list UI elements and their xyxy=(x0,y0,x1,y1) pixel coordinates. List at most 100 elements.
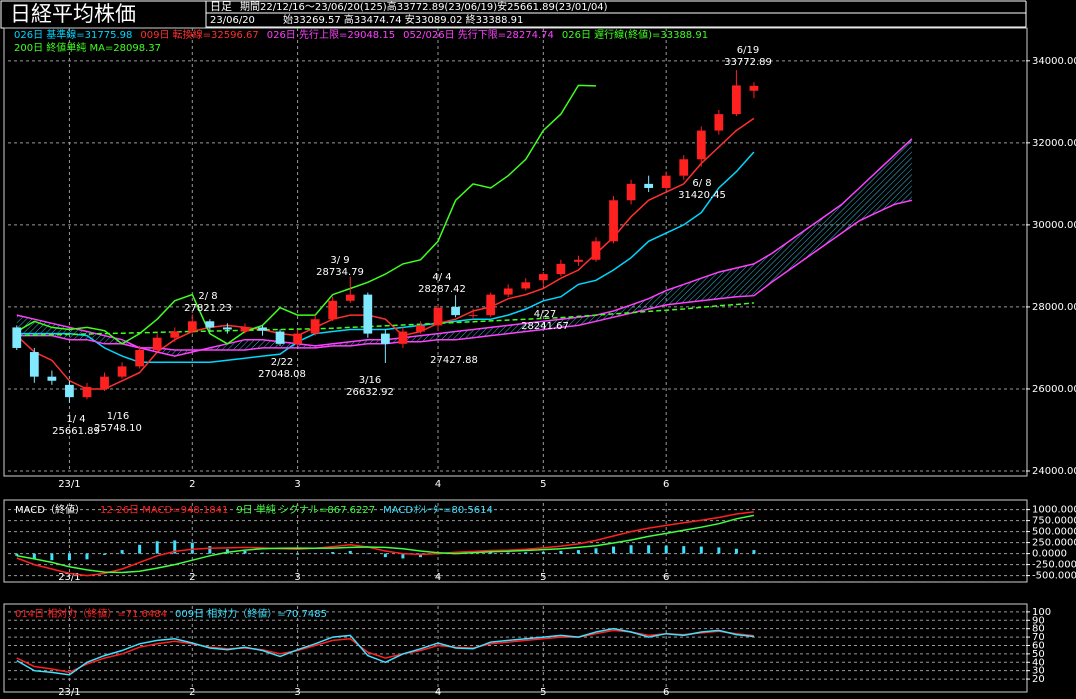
x-tick-label: 23/1 xyxy=(58,479,80,490)
x-tick-label: 3 xyxy=(294,687,300,698)
oscillator-bar xyxy=(103,553,107,555)
candle-body xyxy=(468,315,478,317)
annotation-price: 27821.23 xyxy=(184,303,232,314)
oscillator-bar xyxy=(50,553,54,561)
oscillator-bar xyxy=(524,552,528,554)
oscillator-bar xyxy=(576,550,580,554)
oscillator-bar xyxy=(383,553,387,558)
annotation-price: 31420.45 xyxy=(678,190,726,201)
oscillator-bar xyxy=(331,552,335,554)
oscillator-bar xyxy=(225,549,229,554)
indicator-line xyxy=(16,138,913,357)
y-tick-label: 500.0000 xyxy=(1032,527,1076,538)
oscillator-bar xyxy=(138,544,142,554)
oscillator-bar xyxy=(278,553,282,555)
x-tick-label: 5 xyxy=(540,687,546,698)
x-tick-label: 5 xyxy=(540,479,546,490)
annotation-date: 6/ 8 xyxy=(692,178,711,189)
oscillator-bar xyxy=(418,553,422,558)
oscillator-bar xyxy=(489,552,493,554)
annotation-price: 28734.79 xyxy=(316,267,364,278)
candle-body xyxy=(117,366,127,377)
candle-body xyxy=(345,294,355,301)
x-tick-label: 5 xyxy=(540,572,546,583)
y-tick-label: -250.0000 xyxy=(1032,560,1076,571)
candle-body xyxy=(609,200,618,242)
x-tick-label: 2 xyxy=(189,687,195,698)
y-tick-label: 0.0000 xyxy=(1032,549,1067,560)
indicator-line xyxy=(16,84,597,345)
title: 日経平均株価 xyxy=(10,2,136,26)
oscillator-bar xyxy=(32,553,36,560)
candle-body xyxy=(556,263,566,275)
y-tick-label: 60 xyxy=(1032,640,1045,651)
candle-body xyxy=(679,159,689,176)
oscillator-bar xyxy=(120,550,124,554)
annotation-date: 2/ 8 xyxy=(198,291,217,302)
annotation-date: 4/ 4 xyxy=(432,272,451,283)
oscillator-bar xyxy=(612,546,616,554)
x-tick-label: 4 xyxy=(435,479,441,490)
candle-body xyxy=(714,114,724,131)
y-tick-label: 250.0000 xyxy=(1032,538,1076,549)
main-panel xyxy=(3,27,1028,477)
oscillator-bar xyxy=(752,550,756,554)
candle-body xyxy=(521,282,531,289)
oscillator-bar xyxy=(664,545,668,554)
oscillator-bar xyxy=(699,546,703,554)
y-tick-label: 40 xyxy=(1032,657,1045,668)
annotation-price: 27427.88 xyxy=(430,355,478,366)
annotation-price: 25661.89 xyxy=(52,426,100,437)
candle-body xyxy=(626,183,636,201)
candle-body xyxy=(152,337,162,350)
candle-body xyxy=(258,327,267,331)
candle-body xyxy=(696,130,706,160)
annotation-price: 26632.92 xyxy=(346,387,394,398)
oscillator-bar xyxy=(15,553,19,556)
legend-entry: 009日 相対力（終値）=70.7485 xyxy=(175,607,327,620)
panel-title: MACD（終値） xyxy=(15,503,85,516)
candle-body xyxy=(65,384,74,398)
annotation-date: 1/16 xyxy=(107,411,129,422)
x-tick-label: 3 xyxy=(294,479,300,490)
title-box xyxy=(0,0,207,29)
annotation-date: 6/19 xyxy=(737,45,759,56)
x-tick-label: 6 xyxy=(663,572,669,583)
candle-body xyxy=(749,85,759,91)
legend: 026日 基準線=31775.98 009日 転換線=32596.67 026日 先… xyxy=(14,28,708,41)
y-tick-label: 100 xyxy=(1032,607,1051,618)
legend-entry: 014日 相対力（終値）=71.6484 xyxy=(15,607,167,620)
candle-body xyxy=(205,321,215,328)
candle-body xyxy=(591,241,601,260)
y-tick-label: 30 xyxy=(1032,666,1045,677)
x-tick-label: 23/1 xyxy=(58,572,80,583)
annotation-date: 4/27 xyxy=(534,309,556,320)
legend-entry: 12-26日 MACD=948.1841 xyxy=(100,505,228,516)
legend: 12-26日 MACD=948.1841 9日 単純 シグナル=867.6227 M… xyxy=(100,503,493,516)
oscillator-bar xyxy=(734,548,738,554)
annotation-price: 28287.42 xyxy=(418,284,466,295)
y-tick-label: 70 xyxy=(1032,632,1045,643)
candle-body xyxy=(29,352,39,377)
candle-body xyxy=(451,306,460,316)
oscillator-bar xyxy=(85,553,89,560)
candle-body xyxy=(170,331,180,338)
candle-body xyxy=(82,386,92,398)
candle-body xyxy=(223,327,232,330)
oscillator-bar xyxy=(717,547,721,554)
oscillator-bar xyxy=(208,546,212,554)
annotation-price: 28241.67 xyxy=(521,321,569,332)
rsi-panel xyxy=(3,603,1028,693)
y-tick-label: 80 xyxy=(1032,624,1045,635)
annotation-date: 3/16 xyxy=(359,375,381,386)
candle-body xyxy=(100,376,109,389)
oscillator-bar xyxy=(401,553,405,559)
candle-body xyxy=(486,294,496,316)
legend-entry: 009日 転換線=32596.67 xyxy=(140,28,258,41)
legend-entry: 026日 基準線=31775.98 xyxy=(14,28,132,41)
macd-line xyxy=(16,514,755,574)
candle-body xyxy=(503,288,513,295)
annotation-date: 3/ 9 xyxy=(330,255,349,266)
legend: 200日 終値単純 MA=28098.37 xyxy=(14,41,161,54)
x-tick-label: 3 xyxy=(294,572,300,583)
